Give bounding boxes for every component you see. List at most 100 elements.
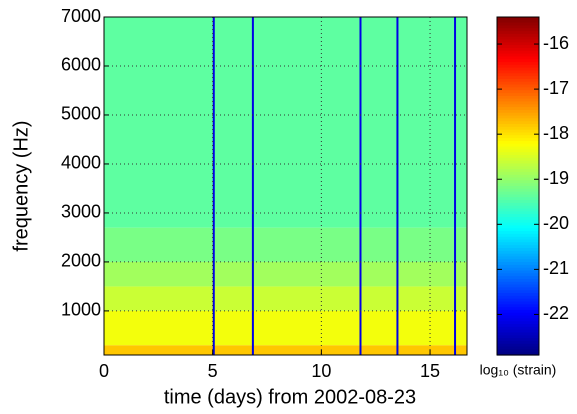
colorbar-segment: [497, 39, 539, 43]
colorbar-segment: [497, 321, 539, 325]
colorbar-segment: [497, 166, 539, 170]
y-tick-label: 6000: [61, 55, 101, 75]
x-tick-label: 15: [420, 361, 440, 381]
colorbar-segment: [497, 22, 539, 27]
colorbar-segment: [497, 335, 539, 339]
y-tick-label: 2000: [61, 251, 101, 271]
colorbar-segment: [497, 67, 539, 72]
colorbar-segment: [497, 163, 539, 167]
colorbar-segment: [497, 70, 539, 74]
x-tick-label: 0: [99, 361, 109, 381]
colorbar-segment: [497, 95, 539, 100]
colorbar-tick-label: -16: [543, 33, 569, 53]
colorbar-segment: [497, 31, 539, 35]
colorbar-segment: [497, 284, 539, 288]
colorbar-segment: [497, 124, 539, 128]
colorbar-segment: [497, 149, 539, 153]
colorbar-segment: [497, 326, 539, 331]
colorbar-segment: [497, 188, 539, 193]
colorbar-segment: [497, 332, 539, 336]
colorbar-segment: [497, 118, 539, 122]
colorbar-segment: [497, 33, 539, 38]
colorbar-segment: [497, 183, 539, 187]
colorbar-segment: [497, 155, 539, 159]
colorbar-segment: [497, 93, 539, 97]
colorbar-segment: [497, 259, 539, 263]
colorbar-segment: [497, 250, 539, 255]
colorbar-segment: [497, 64, 539, 69]
colorbar-segment: [497, 239, 539, 243]
colorbar-segment: [497, 62, 539, 66]
colorbar-segment: [497, 236, 539, 241]
colorbar-segment: [497, 219, 539, 224]
colorbar-segment: [497, 200, 539, 204]
colorbar-label: log₁₀ (strain): [480, 362, 557, 378]
colorbar-segment: [497, 59, 539, 63]
colorbar-segment: [497, 135, 539, 139]
colorbar-segment: [497, 109, 539, 114]
colorbar-segment: [497, 202, 539, 207]
x-axis-label: time (days) from 2002-08-23: [164, 386, 416, 408]
colorbar-segment: [497, 343, 539, 348]
colorbar-segment: [497, 233, 539, 238]
y-tick-label: 3000: [61, 202, 101, 222]
colorbar-segment: [497, 352, 539, 356]
colorbar-segment: [497, 101, 539, 105]
y-tick-label: 4000: [61, 153, 101, 173]
colorbar-segment: [497, 231, 539, 235]
colorbar-segment: [497, 242, 539, 246]
colorbar-segment: [497, 222, 539, 227]
colorbar-segment: [497, 228, 539, 232]
colorbar-segment: [497, 245, 539, 249]
colorbar-segment: [497, 293, 539, 297]
spectrogram-band: [104, 345, 467, 355]
colorbar-segment: [497, 121, 539, 125]
colorbar-segment: [497, 318, 539, 322]
y-tick-label: 5000: [61, 104, 101, 124]
colorbar-segment: [497, 304, 539, 308]
colorbar-segment: [497, 309, 539, 314]
x-tick-label: 5: [208, 361, 218, 381]
colorbar-segment: [497, 146, 539, 150]
colorbar-segment: [497, 171, 539, 176]
spectrogram-band: [104, 261, 467, 287]
colorbar-tick-label: -22: [543, 303, 569, 323]
colorbar-segment: [497, 152, 539, 156]
colorbar-segment: [497, 56, 539, 60]
plot-frame: [103, 16, 468, 356]
colorbar-segment: [497, 290, 539, 294]
spectrogram-band: [104, 227, 467, 262]
colorbar-segment: [497, 115, 539, 119]
colorbar-segment: [497, 301, 539, 305]
colorbar-segment: [497, 157, 539, 162]
colorbar-segment: [497, 138, 539, 142]
colorbar-segment: [497, 315, 539, 319]
spectrogram-band: [104, 286, 467, 311]
colorbar-segment: [497, 84, 539, 89]
colorbar-segment: [497, 81, 539, 86]
colorbar-segment: [497, 273, 539, 277]
colorbar-segment: [497, 36, 539, 41]
colorbar-segment: [497, 107, 539, 111]
y-tick-label: 1000: [61, 300, 101, 320]
colorbar-segment: [497, 25, 539, 29]
colorbar-segment: [497, 324, 539, 328]
colorbar-segment: [497, 174, 539, 179]
colorbar-segment: [497, 214, 539, 218]
colorbar-segment: [497, 270, 539, 274]
colorbar-segment: [497, 211, 539, 215]
colorbar-segment: [497, 177, 539, 181]
colorbar-segment: [497, 194, 539, 198]
colorbar-segment: [497, 140, 539, 145]
colorbar-segment: [497, 143, 539, 148]
x-tick-label: 10: [311, 361, 331, 381]
colorbar-segment: [497, 50, 539, 55]
colorbar-segment: [497, 281, 539, 286]
colorbar-segment: [497, 45, 539, 49]
colorbar-segment: [497, 208, 539, 212]
colorbar-segment: [497, 295, 539, 300]
y-tick-label: 7000: [61, 6, 101, 26]
colorbar-segment: [497, 17, 539, 21]
colorbar-segment: [497, 225, 539, 229]
